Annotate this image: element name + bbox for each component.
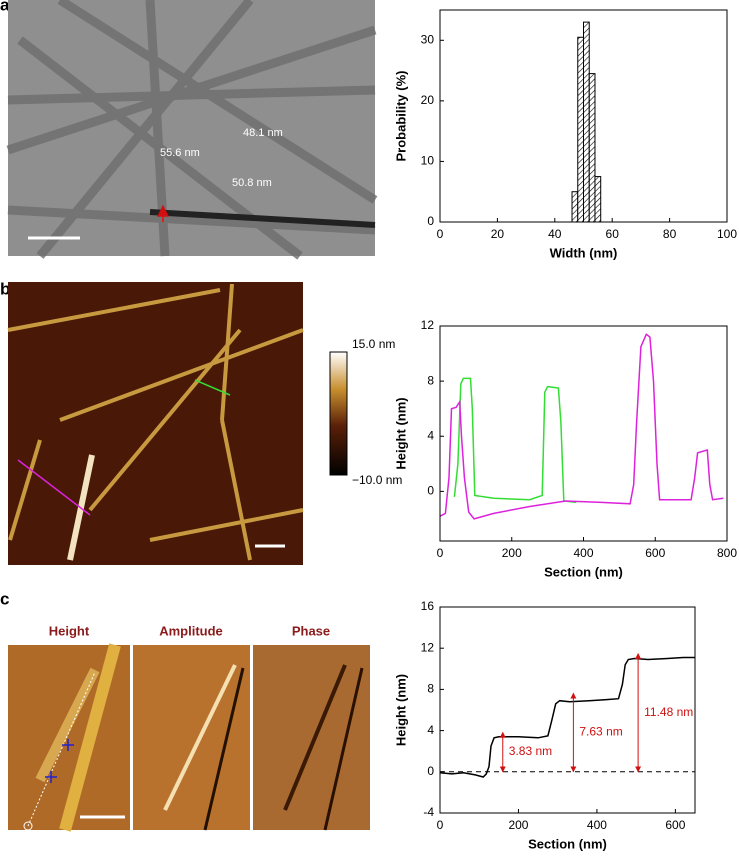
tem-image: 48.1 nm 55.6 nm 50.8 nm [6,0,378,260]
nanobelt-edge [203,667,245,831]
x-tick-label: 80 [663,227,677,241]
nanobelt-edge [323,667,364,831]
plot-frame [439,9,728,223]
x-tick-label: 800 [717,546,737,560]
y-axis-label: Probability (%) [393,70,408,161]
line-series [453,377,577,504]
y-tick-label: 0 [427,764,434,778]
width-annotation: 50.8 nm [232,177,272,189]
x-tick-label: 20 [491,227,505,241]
y-axis-label: Height (nm) [393,397,408,469]
y-tick-label: 4 [427,428,434,442]
bar [577,36,585,223]
y-tick-label: 4 [427,723,434,737]
width-annotation: 48.1 nm [243,127,283,139]
height-label: 11.48 nm [644,705,693,719]
phase-image [253,645,370,830]
bar [588,73,596,223]
y-tick-label: 0 [427,214,434,228]
plot-frame [439,606,696,814]
height-label: 3.83 nm [509,744,552,758]
x-tick-label: 0 [437,546,444,560]
nanobelt [59,643,121,832]
bar [594,176,602,223]
x-tick-label: 400 [573,546,593,560]
nanobelt [35,667,100,783]
y-tick-label: 16 [421,599,435,613]
dark-belt [149,209,376,228]
width-annotation: 55.6 nm [160,147,200,159]
colorbar [329,351,348,476]
y-axis-label: Height (nm) [393,674,408,746]
x-axis-label: Section (nm) [528,836,607,851]
colorbar-label: 15.0 nm [352,337,395,351]
x-tick-label: 200 [502,546,522,560]
x-tick-label: 0 [437,227,444,241]
image-title: Height [49,623,90,638]
bar [571,191,579,223]
nanobelts [7,283,304,561]
section-line [194,379,231,396]
panel-label: b [0,279,10,298]
y-tick-label: 8 [427,682,434,696]
y-tick-label: 12 [421,640,435,654]
nanobelt-edge [283,664,347,811]
y-tick-label: 12 [421,318,435,332]
section-start [23,821,33,831]
image-title: Amplitude [159,623,223,638]
y-tick-label: 0 [427,484,434,498]
x-tick-label: 200 [508,818,528,832]
plot-frame [439,325,728,542]
x-tick-label: 600 [665,818,685,832]
y-tick-label: 30 [421,32,435,46]
line-series [439,656,695,778]
y-tick-label: 10 [421,154,435,168]
x-tick-label: 0 [437,818,444,832]
y-tick-label: -4 [423,805,434,819]
x-tick-label: 100 [717,227,737,241]
colorbar-label: −10.0 nm [352,473,402,487]
bar [583,21,590,223]
y-tick-label: 20 [421,93,435,107]
height-label: 7.63 nm [579,725,622,739]
x-tick-label: 40 [548,227,562,241]
afm-images: Height Amplitude Phase [8,623,370,832]
cursor-marks [45,739,74,783]
section-line [17,459,91,516]
afm-image: 15.0 nm −10.0 nm [7,282,402,565]
nanobelt-edge [163,664,237,811]
image-background [8,282,303,565]
x-axis-label: Width (nm) [550,245,618,260]
panel-label: c [0,589,9,608]
y-tick-label: 8 [427,373,434,387]
panel-label: a [0,0,10,14]
x-tick-label: 600 [645,546,665,560]
x-axis-label: Section (nm) [544,564,623,579]
line-series [439,333,724,520]
image-title: Phase [292,623,330,638]
x-tick-label: 400 [587,818,607,832]
x-tick-label: 60 [606,227,620,241]
